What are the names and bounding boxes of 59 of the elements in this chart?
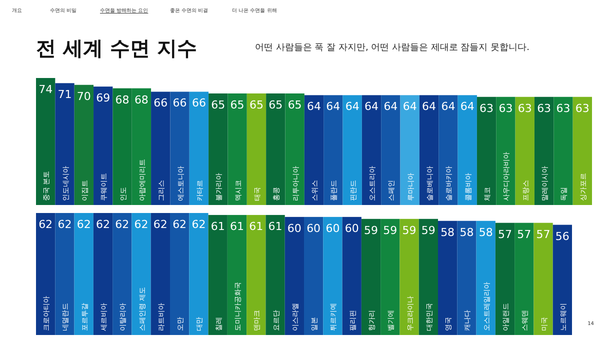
data-label: 60	[306, 222, 321, 235]
data-label: 74	[38, 83, 53, 96]
data-label: 64	[402, 100, 417, 114]
data-label: 63	[537, 102, 552, 115]
data-label: 58	[478, 226, 493, 239]
data-label: 61	[230, 220, 244, 233]
data-label: 58	[440, 226, 455, 239]
data-label: 58	[460, 226, 474, 239]
data-label: 65	[249, 98, 264, 112]
data-label: 57	[536, 228, 550, 241]
data-label: 56	[555, 230, 570, 243]
data-label: 61	[249, 220, 264, 233]
data-label: 62	[115, 218, 130, 231]
data-label: 64	[384, 100, 398, 114]
data-label: 64	[364, 100, 379, 114]
data-label: 59	[421, 224, 436, 237]
data-label: 66	[192, 96, 206, 110]
data-label: 62	[153, 218, 168, 231]
data-label: 65	[230, 98, 244, 112]
data-label: 59	[383, 224, 398, 237]
data-label: 68	[115, 93, 130, 106]
data-label: 63	[480, 102, 494, 115]
data-label: 70	[76, 90, 91, 103]
data-label: 65	[211, 98, 226, 112]
data-label: 64	[422, 100, 436, 114]
data-label: 63	[518, 102, 532, 115]
data-label: 64	[345, 100, 360, 114]
data-label: 64	[441, 100, 456, 114]
data-label: 65	[268, 98, 283, 112]
data-label: 62	[134, 218, 148, 231]
data-label: 64	[460, 100, 474, 114]
data-label: 63	[556, 102, 570, 115]
data-label: 66	[172, 96, 187, 110]
data-label: 60	[344, 222, 359, 235]
data-label: 59	[364, 224, 378, 237]
data-label: 71	[58, 88, 72, 102]
data-label: 60	[287, 222, 302, 235]
chart-subtitle: 어떤 사람들은 푹 잘 자지만, 어떤 사람들은 제대로 잠들지 못합니다.	[255, 43, 530, 53]
data-label: 69	[96, 92, 110, 105]
data-label: 63	[498, 102, 513, 115]
data-label: 61	[268, 220, 282, 233]
data-label: 62	[172, 218, 187, 231]
data-label: 61	[210, 220, 225, 233]
data-label: 63	[575, 102, 590, 115]
data-label: 59	[402, 224, 416, 237]
data-label: 64	[307, 100, 321, 114]
data-label: 62	[38, 218, 53, 231]
data-label: 62	[76, 218, 91, 231]
data-label: 62	[192, 218, 206, 231]
data-label: 62	[58, 218, 72, 231]
data-label: 68	[134, 93, 148, 106]
data-label: 64	[326, 100, 340, 114]
chart-title: 전 세계 수면 지수	[36, 36, 197, 60]
data-label: 66	[154, 96, 168, 110]
data-label: 62	[96, 218, 110, 231]
data-label: 57	[498, 228, 512, 241]
data-label: 57	[517, 228, 532, 241]
data-label: 60	[326, 222, 340, 235]
data-label: 65	[288, 98, 302, 112]
